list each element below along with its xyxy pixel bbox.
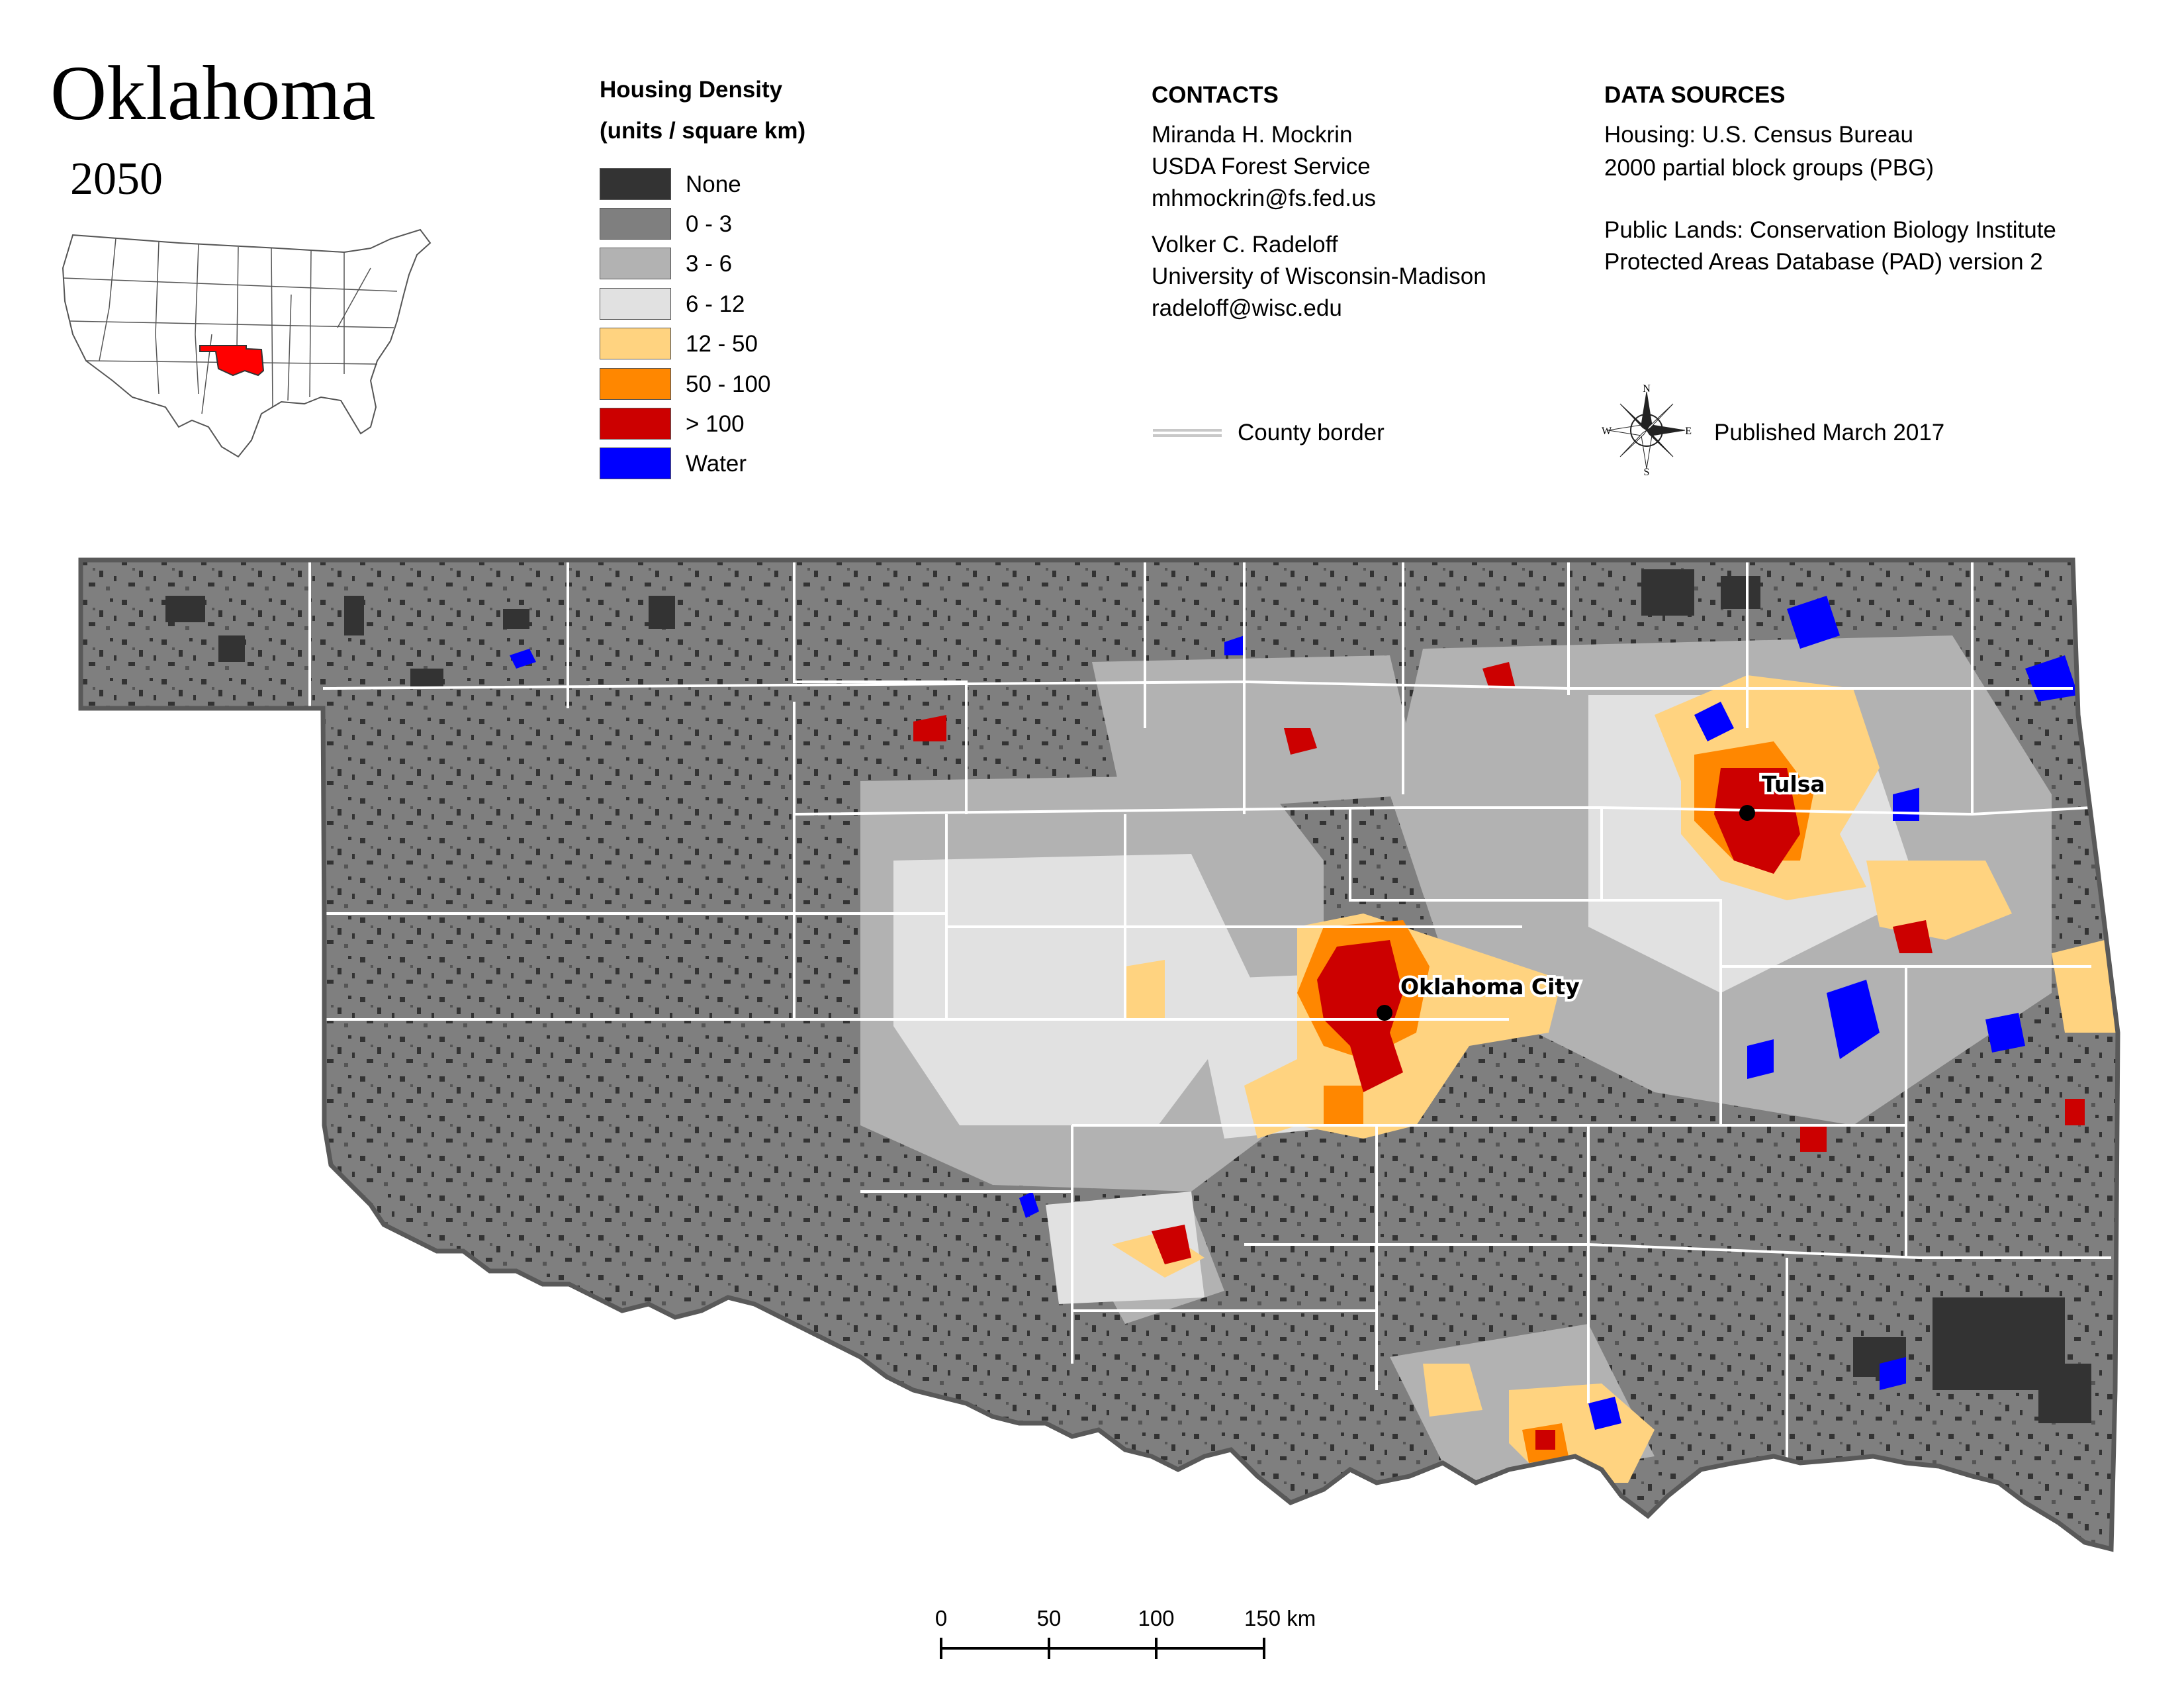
contact-org-2: University of Wisconsin-Madison <box>1152 263 1486 289</box>
legend-item-water: Water <box>600 447 747 479</box>
water-bodies <box>510 596 2078 1430</box>
legend-swatch <box>600 447 671 479</box>
legend-swatch <box>600 288 671 320</box>
oklahoma-city-label: Oklahoma City <box>1400 974 1580 1000</box>
legend-label: None <box>686 171 741 197</box>
county-border-label: County border <box>1238 420 1385 445</box>
us-outline <box>62 228 432 458</box>
contact-email-1: mhmockrin@fs.fed.us <box>1152 185 1376 211</box>
legend-swatch <box>600 208 671 240</box>
legend-subtitle: (units / square km) <box>600 118 806 144</box>
legend-label: 50 - 100 <box>686 371 771 397</box>
oklahoma-city-marker <box>1377 1005 1392 1021</box>
compass-e: E <box>1685 426 1692 437</box>
scale-label-150: 150 km <box>1244 1606 1316 1630</box>
legend: Housing Density (units / square km) None… <box>600 77 805 479</box>
high-density-areas <box>913 662 2085 1450</box>
contact-name-1: Miranda H. Mockrin <box>1152 122 1353 148</box>
map-year: 2050 <box>70 154 163 205</box>
legend-swatch <box>600 248 671 279</box>
us-inset-map <box>62 228 432 458</box>
source-lands-2: Protected Areas Database (PAD) version 2 <box>1604 249 2043 275</box>
none-density-patches <box>165 569 2091 1423</box>
data-sources-heading: DATA SOURCES <box>1604 82 1786 108</box>
oklahoma-highlight <box>199 345 265 377</box>
legend-item-6-12: 6 - 12 <box>600 288 745 320</box>
map-title: Oklahoma <box>50 50 376 136</box>
tulsa-marker <box>1739 805 1755 821</box>
legend-item-3-6: 3 - 6 <box>600 248 732 279</box>
legend-item-100-plus: > 100 <box>600 408 745 440</box>
legend-item-none: None <box>600 168 741 200</box>
contact-org-1: USDA Forest Service <box>1152 154 1371 179</box>
compass-s: S <box>1644 467 1650 477</box>
contacts-heading: CONTACTS <box>1152 82 1279 108</box>
tulsa-label: Tulsa <box>1762 771 1825 797</box>
legend-item-12-50: 12 - 50 <box>600 328 758 359</box>
legend-swatch <box>600 168 671 200</box>
source-housing-1: Housing: U.S. Census Bureau <box>1604 122 1913 148</box>
legend-item-50-100: 50 - 100 <box>600 368 770 400</box>
contact-email-2: radeloff@wisc.edu <box>1152 295 1342 321</box>
legend-label: Water <box>686 450 747 477</box>
source-housing-2: 2000 partial block groups (PBG) <box>1604 155 1934 181</box>
scale-label-100: 100 <box>1138 1606 1174 1630</box>
scale-label-50: 50 <box>1037 1606 1062 1630</box>
legend-swatch <box>600 328 671 359</box>
contact-name-2: Volker C. Radeloff <box>1152 232 1338 258</box>
county-borders <box>308 560 2111 1463</box>
legend-swatch <box>600 408 671 440</box>
legend-label: 3 - 6 <box>686 250 733 277</box>
legend-label: 0 - 3 <box>686 211 733 237</box>
legend-swatch <box>600 368 671 400</box>
legend-label: > 100 <box>686 410 745 437</box>
compass-n: N <box>1643 384 1651 395</box>
legend-title: Housing Density <box>600 77 783 103</box>
compass-w: W <box>1602 426 1612 437</box>
legend-label: 12 - 50 <box>686 330 758 357</box>
source-lands-1: Public Lands: Conservation Biology Insti… <box>1604 217 2056 243</box>
legend-label: 6 - 12 <box>686 291 745 317</box>
compass-rose-icon: N S E W <box>1602 384 1692 477</box>
legend-item-0-3: 0 - 3 <box>600 208 732 240</box>
scale-label-0: 0 <box>935 1606 947 1630</box>
scale-bar: 0 50 100 150 km <box>935 1606 1316 1659</box>
county-border-swatch <box>1153 429 1222 437</box>
published-date: Published March 2017 <box>1714 420 1945 445</box>
